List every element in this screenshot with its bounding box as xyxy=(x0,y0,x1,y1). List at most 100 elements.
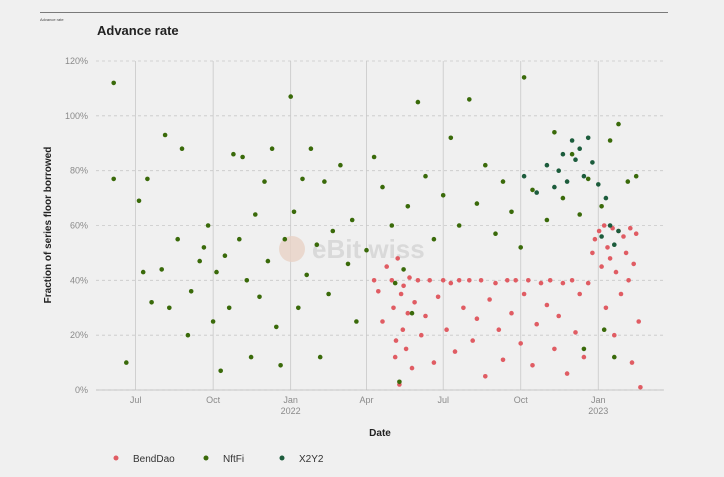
data-point-benddao xyxy=(612,332,617,338)
y-tick-label: 40% xyxy=(70,275,88,285)
data-point-benddao xyxy=(391,305,396,311)
data-point-nftfi xyxy=(633,173,639,179)
data-point-nftfi xyxy=(401,267,406,272)
data-point-nftfi xyxy=(423,173,428,179)
x-tick-year-label: 2023 xyxy=(588,406,608,416)
data-point-benddao xyxy=(607,256,613,261)
data-point-benddao xyxy=(493,280,498,286)
data-point-nftfi xyxy=(405,204,411,209)
data-point-nftfi xyxy=(288,94,294,99)
y-tick-label: 100% xyxy=(65,111,88,121)
y-axis-ticks: 0% 20% 40% 60% 80% 100% 120% xyxy=(65,56,88,395)
watermark: eBit wiss xyxy=(279,234,425,264)
data-point-nftfi xyxy=(304,272,310,278)
data-point-nftfi xyxy=(569,151,575,157)
data-point-x2y2 xyxy=(552,184,557,190)
data-point-nftfi xyxy=(248,354,254,360)
data-point-nftfi xyxy=(322,179,327,184)
x-tick-year-label: 2022 xyxy=(281,406,301,416)
data-point-nftfi xyxy=(560,195,566,201)
data-point-nftfi xyxy=(140,269,146,275)
data-point-nftfi xyxy=(265,258,271,264)
data-point-benddao xyxy=(505,278,510,283)
data-point-benddao xyxy=(585,280,591,286)
data-point-nftfi xyxy=(237,236,242,242)
data-point-nftfi xyxy=(197,258,202,264)
data-point-benddao xyxy=(552,346,557,352)
chart-title: Advance rate xyxy=(97,23,179,38)
data-point-benddao xyxy=(444,327,449,333)
data-point-nftfi xyxy=(257,294,262,300)
x-tick-label: Jul xyxy=(437,395,449,405)
data-point-benddao xyxy=(398,291,404,297)
data-point-nftfi xyxy=(612,354,617,360)
data-point-nftfi xyxy=(577,212,582,217)
data-point-benddao xyxy=(603,305,609,311)
data-point-nftfi xyxy=(222,253,228,258)
data-point-benddao xyxy=(613,269,619,275)
data-point-nftfi xyxy=(300,176,305,182)
data-point-nftfi xyxy=(185,332,191,338)
data-point-nftfi xyxy=(326,291,331,297)
data-point-nftfi xyxy=(530,187,535,193)
data-point-nftfi xyxy=(226,305,232,311)
legend-label-benddao: BendDao xyxy=(133,454,175,465)
data-point-nftfi xyxy=(111,176,116,182)
data-point-benddao xyxy=(403,346,409,352)
x-tick-label: Oct xyxy=(514,395,529,405)
data-point-x2y2 xyxy=(521,173,527,179)
data-point-nftfi xyxy=(231,151,236,157)
data-point-benddao xyxy=(470,338,476,343)
data-point-benddao xyxy=(395,256,401,261)
data-point-nftfi xyxy=(145,176,150,182)
data-point-nftfi xyxy=(380,184,385,190)
data-point-nftfi xyxy=(296,305,301,311)
y-tick-label: 20% xyxy=(70,330,88,340)
legend: BendDao NftFi X2Y2 xyxy=(113,454,324,465)
data-point-nftfi xyxy=(262,179,267,184)
data-point-benddao xyxy=(526,278,531,283)
legend-marker-benddao xyxy=(113,455,119,461)
data-point-nftfi xyxy=(467,97,472,102)
data-point-x2y2 xyxy=(573,157,578,162)
x-tick-label: Oct xyxy=(206,395,221,405)
data-point-x2y2 xyxy=(569,138,575,143)
data-point-x2y2 xyxy=(581,173,587,179)
data-point-nftfi xyxy=(397,379,402,385)
data-point-benddao xyxy=(456,278,462,283)
data-point-nftfi xyxy=(349,217,355,223)
data-point-nftfi xyxy=(415,99,421,105)
data-point-nftfi xyxy=(616,121,621,127)
data-point-x2y2 xyxy=(607,223,613,228)
data-point-benddao xyxy=(423,313,428,319)
data-point-nftfi xyxy=(440,193,446,198)
data-point-nftfi xyxy=(431,236,437,242)
data-point-benddao xyxy=(409,365,415,371)
data-point-benddao xyxy=(560,280,566,286)
data-point-nftfi xyxy=(282,236,288,242)
x-tick-label: Apr xyxy=(360,395,374,405)
legend-label-x2y2: X2Y2 xyxy=(299,454,324,465)
data-point-benddao xyxy=(638,385,643,390)
x-axis-title: Date xyxy=(369,428,391,439)
data-point-nftfi xyxy=(585,176,591,182)
x-tick-label: Jan xyxy=(591,395,606,405)
data-point-nftfi xyxy=(159,267,164,272)
data-point-benddao xyxy=(623,250,629,256)
data-point-benddao xyxy=(427,278,433,283)
data-point-nftfi xyxy=(601,327,607,333)
data-point-benddao xyxy=(569,278,575,283)
data-point-benddao xyxy=(590,250,595,256)
data-point-benddao xyxy=(431,360,437,365)
grid-lines xyxy=(96,60,664,391)
data-point-x2y2 xyxy=(603,195,609,201)
data-point-nftfi xyxy=(314,242,320,247)
data-point-benddao xyxy=(631,261,636,267)
data-point-x2y2 xyxy=(534,190,539,195)
data-point-benddao xyxy=(392,354,398,360)
data-point-nftfi xyxy=(136,198,142,204)
data-point-benddao xyxy=(419,332,424,338)
data-point-benddao xyxy=(483,374,488,379)
y-tick-label: 60% xyxy=(70,221,88,231)
